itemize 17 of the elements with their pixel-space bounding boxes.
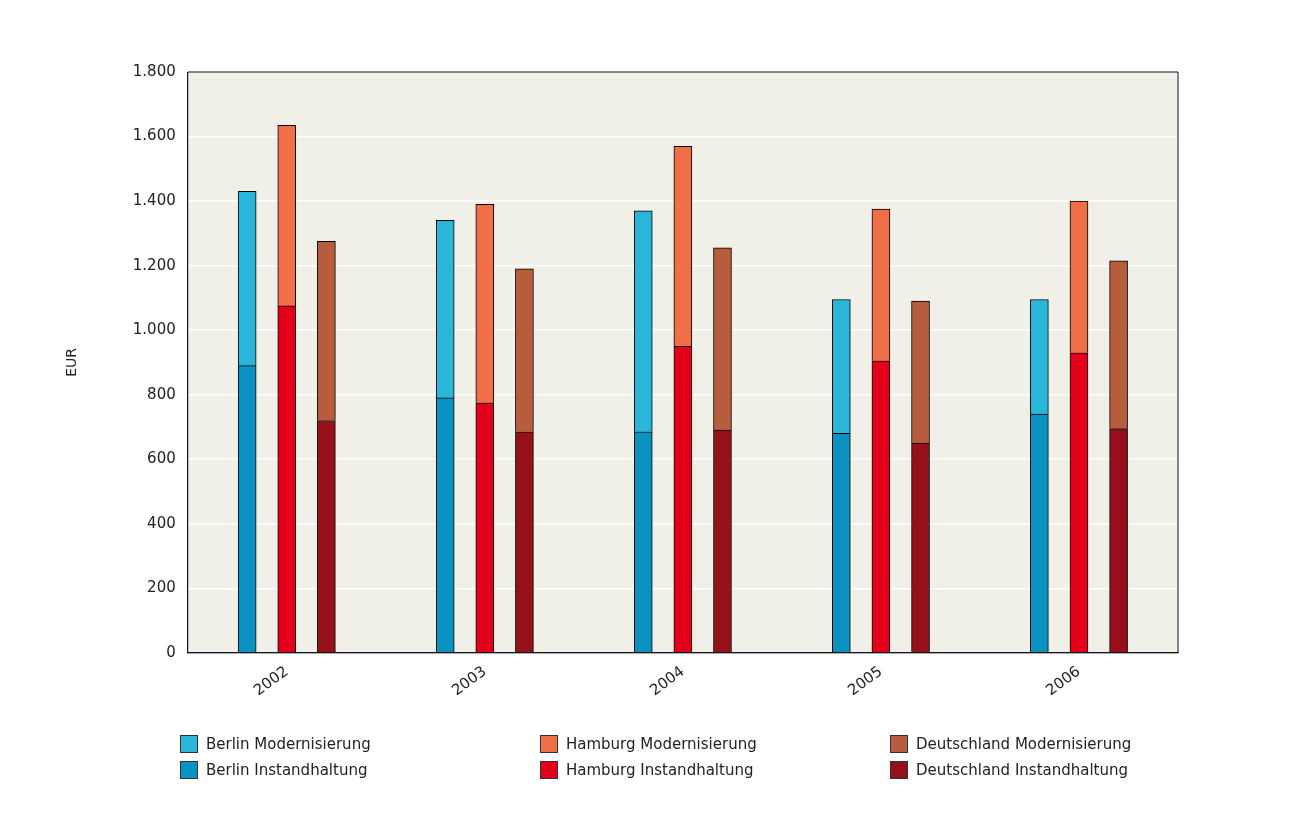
y-tick-label: 800 [147, 384, 176, 403]
legend-label: Deutschland Instandhaltung [916, 761, 1129, 779]
y-tick-label: 400 [147, 513, 176, 532]
y-tick-label: 1.400 [132, 190, 176, 209]
y-tick-label: 1.000 [132, 320, 176, 339]
y-tick-label: 1.800 [132, 61, 176, 80]
y-tick-label: 1.600 [132, 126, 176, 145]
legend-label: Berlin Instandhaltung [206, 761, 368, 779]
y-tick-label: 0 [166, 642, 176, 661]
legend-label: Berlin Modernisierung [206, 735, 371, 753]
y-tick-label: 600 [147, 449, 176, 468]
legend-label: Hamburg Modernisierung [566, 735, 757, 753]
y-tick-label: 1.200 [132, 255, 176, 274]
y-tick-label: 200 [147, 578, 176, 597]
y-axis-title: EUR [63, 347, 80, 377]
legend-label: Deutschland Modernisierung [916, 735, 1132, 753]
legend-label: Hamburg Instandhaltung [566, 761, 754, 779]
